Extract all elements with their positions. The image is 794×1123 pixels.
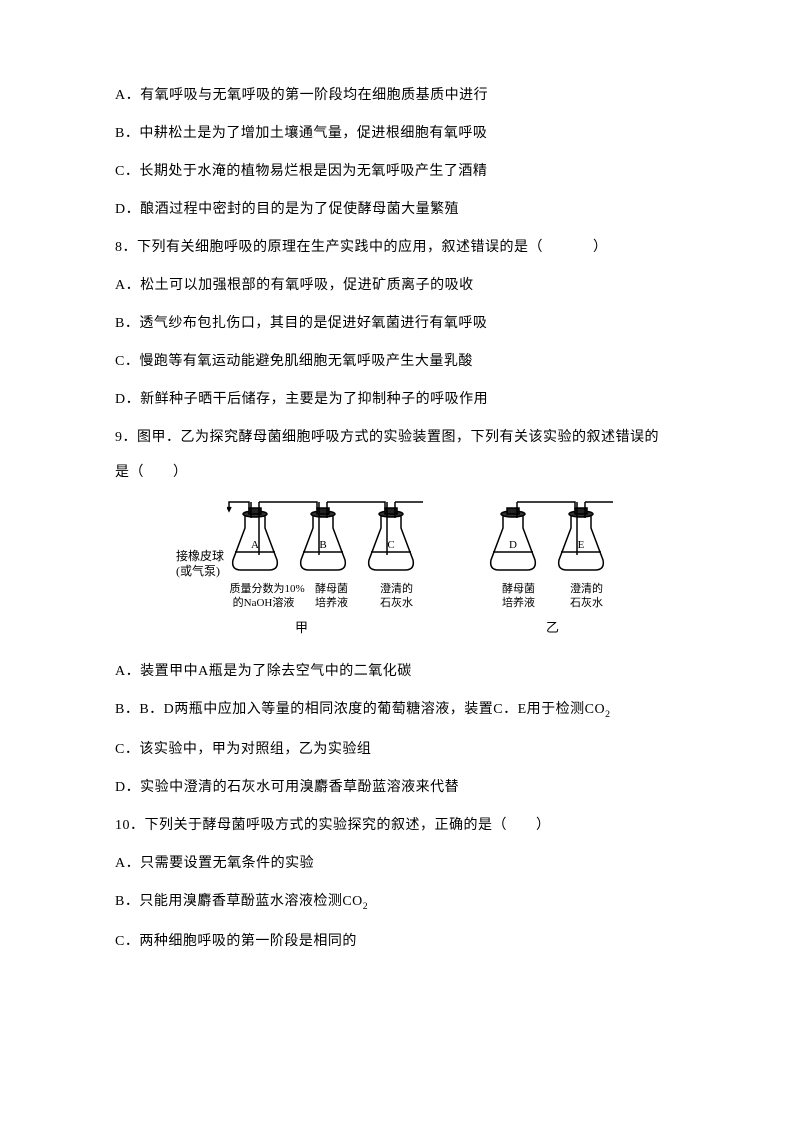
flask-b-letter: B: [319, 539, 326, 551]
pump-label: 接橡皮球 (或气泵): [176, 549, 224, 580]
setup-jia-name: 甲: [295, 617, 308, 636]
q10-option-c: C．两种细胞呼吸的第一阶段是相同的: [115, 931, 679, 952]
option-a: A．有氧呼吸与无氧呼吸的第一阶段均在细胞质基质中进行: [115, 85, 679, 106]
setup-yi-name: 乙: [546, 617, 559, 636]
flask-e-letter: E: [577, 539, 584, 551]
setup-yi-svg: D E: [485, 500, 621, 580]
q8-option-c: C．慢跑等有氧运动能避免肌细胞无氧呼吸产生大量乳酸: [115, 351, 679, 372]
q8-option-a: A．松土可以加强根部的有氧呼吸，促进矿质离子的吸收: [115, 275, 679, 296]
setup-jia: 接橡皮球 (或气泵) A: [174, 500, 430, 636]
q9-option-a: A．装置甲中A瓶是为了除去空气中的二氧化碳: [115, 661, 679, 682]
q9-option-b: B．B．D两瓶中应加入等量的相同浓度的葡萄糖溶液，装置C．E用于检测CO2: [115, 699, 679, 722]
option-d: D．酿酒过程中密封的目的是为了促使酵母菌大量繁殖: [115, 199, 679, 220]
question-8: 8．下列有关细胞呼吸的原理在生产实践中的应用，叙述错误的是（ ）: [115, 237, 679, 258]
question-9-line2: 是（ ）: [115, 462, 679, 483]
pump-label-line2: (或气泵): [176, 564, 220, 578]
flask-c-label: 澄清的石灰水: [366, 583, 428, 611]
flask-e-label: 澄清的石灰水: [553, 583, 621, 611]
q8-option-b: B．透气纱布包扎伤口，其目的是促进好氧菌进行有氧呼吸: [115, 313, 679, 334]
flask-d-label: 酵母菌培养液: [485, 583, 553, 611]
flask-d-letter: D: [509, 539, 517, 551]
question-10: 10．下列关于酵母菌呼吸方式的实验探究的叙述，正确的是（ ）: [115, 815, 679, 836]
q9-option-d: D．实验中澄清的石灰水可用溴麝香草酚蓝溶液来代替: [115, 777, 679, 798]
q8-option-d: D．新鲜种子晒干后储存，主要是为了抑制种子的呼吸作用: [115, 389, 679, 410]
question-9-line1: 9．图甲．乙为探究酵母菌细胞呼吸方式的实验装置图，下列有关该实验的叙述错误的: [115, 427, 679, 448]
question-8-text: 8．下列有关细胞呼吸的原理在生产实践中的应用，叙述错误的是（: [115, 240, 543, 255]
setup-yi: D E 酵: [485, 500, 621, 636]
experiment-diagram: 接橡皮球 (或气泵) A: [115, 500, 679, 636]
flask-b-label: 酵母菌培养液: [298, 583, 366, 611]
option-c: C．长期处于水淹的植物易烂根是因为无氧呼吸产生了酒精: [115, 161, 679, 182]
question-8-end: ）: [593, 240, 608, 255]
setup-jia-svg: A B: [227, 500, 427, 580]
pump-label-line1: 接橡皮球: [176, 549, 224, 563]
q10-option-a: A．只需要设置无氧条件的实验: [115, 853, 679, 874]
q10-option-b: B．只能用溴麝香草酚蓝水溶液检测CO2: [115, 891, 679, 914]
q9-option-c: C．该实验中，甲为对照组，乙为实验组: [115, 739, 679, 760]
flask-c-letter: C: [387, 539, 394, 551]
flask-a-label: 质量分数为10%的NaOH溶液: [230, 583, 298, 611]
option-b: B．中耕松土是为了增加土壤通气量，促进根细胞有氧呼吸: [115, 123, 679, 144]
flask-a-letter: A: [251, 539, 259, 551]
